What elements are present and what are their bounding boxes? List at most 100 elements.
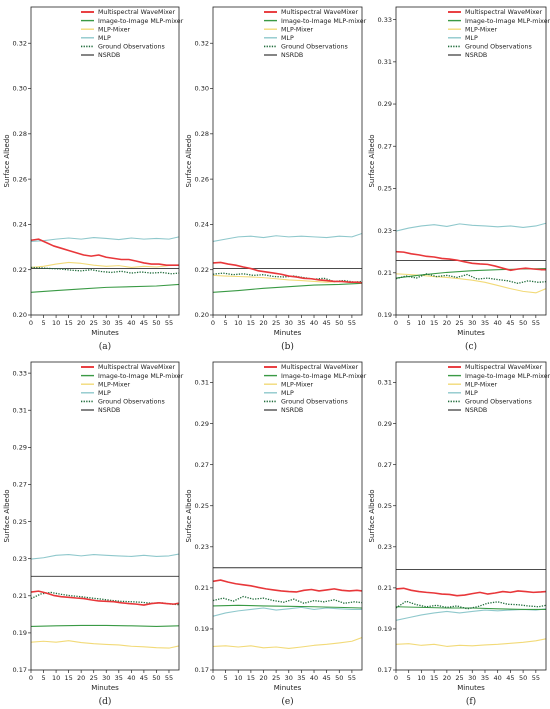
x-tick-label: 50 (335, 319, 343, 327)
x-axis-label: Minutes (457, 684, 485, 692)
x-axis-label: Minutes (274, 684, 302, 692)
series-group (396, 222, 546, 294)
y-tick-label: 0.20 (13, 311, 27, 319)
chart-panel-c: 0 5 10 15 20 25 30 35 40 45 50 55 0.19 0.21 0.23 0.25 0.… (368, 6, 550, 352)
y-tick-label: 0.24 (195, 221, 209, 229)
y-tick-label: 0.21 (378, 269, 392, 277)
y-tick-label: 0.29 (13, 444, 27, 452)
x-tick-label: 55 (165, 319, 173, 327)
x-tick-label: 20 (443, 319, 451, 327)
x-tick-label: 15 (430, 674, 438, 682)
x-tick-label: 40 (127, 319, 135, 327)
y-tick-label: 0.21 (13, 592, 27, 600)
x-tick-label: 30 (102, 674, 110, 682)
legend-label: Multispectral WaveMixer (281, 9, 359, 16)
x-tick-label: 0 (394, 319, 398, 327)
y-tick-label: 0.31 (378, 379, 392, 387)
series-line-image-to-image-mlp-mixer (396, 606, 546, 610)
legend-label: MLP (98, 390, 111, 397)
panel-caption: (d) (99, 696, 112, 707)
plot-frame (30, 6, 180, 316)
y-tick-label: 0.20 (195, 311, 209, 319)
legend: Multispectral WaveMixer Image-to-Image ML… (81, 9, 184, 59)
x-tick-label: 10 (234, 674, 242, 682)
plot-frame (212, 361, 363, 671)
x-tick-label: 0 (211, 319, 215, 327)
chart-panel-e: 0 5 10 15 20 25 30 35 40 45 50 55 0.17 0.19 0.21 0.23 0.… (185, 361, 367, 707)
x-tick-label: 25 (272, 674, 280, 682)
panel-caption: (e) (281, 696, 293, 707)
y-tick-label: 0.19 (195, 625, 209, 633)
y-tick-label: 0.28 (13, 130, 27, 138)
legend-label: MLP (465, 35, 478, 42)
x-tick-label: 20 (443, 674, 451, 682)
x-tick-label: 50 (519, 319, 527, 327)
x-tick-label: 30 (285, 319, 293, 327)
y-tick-label: 0.31 (13, 406, 27, 414)
x-tick-label: 30 (102, 319, 110, 327)
legend-label: MLP-Mixer (98, 381, 130, 388)
y-axis-label: Surface Albedo (3, 489, 11, 542)
legend: Multispectral WaveMixer Image-to-Image ML… (448, 364, 550, 414)
legend-label: Multispectral WaveMixer (465, 9, 543, 16)
series-line-mlp (213, 232, 362, 242)
series-group (213, 232, 362, 293)
panel-caption: (a) (99, 341, 111, 352)
x-tick-label: 20 (259, 319, 267, 327)
panel-caption: (b) (281, 341, 294, 352)
x-tick-label: 25 (90, 319, 98, 327)
y-tick-label: 0.19 (13, 629, 27, 637)
y-tick-label: 0.25 (195, 502, 209, 510)
legend: Multispectral WaveMixer Image-to-Image ML… (81, 364, 184, 414)
legend-label: Image-to-Image MLP-mixer (465, 18, 550, 25)
legend-label: NSRDB (465, 407, 487, 414)
y-tick-label: 0.19 (378, 625, 392, 633)
legend-label: MLP-Mixer (281, 381, 313, 388)
series-line-mlp-mixer (213, 637, 362, 649)
panel-caption: (f) (466, 696, 476, 707)
series-line-mlp-mixer (396, 638, 546, 647)
x-tick-label: 10 (52, 674, 60, 682)
series-group (31, 553, 179, 649)
x-tick-label: 45 (140, 674, 148, 682)
series-line-image-to-image-mlp-mixer (213, 282, 362, 293)
y-tick-label: 0.21 (195, 584, 209, 592)
x-tick-label: 25 (455, 319, 463, 327)
x-tick-label: 40 (494, 319, 502, 327)
x-axis-label: Minutes (457, 329, 485, 337)
y-axis-label: Surface Albedo (185, 489, 193, 542)
series-line-mlp-mixer (31, 261, 179, 268)
series-line-ground-observations (213, 595, 362, 604)
legend-label: Ground Observations (281, 44, 348, 51)
legend-label: Multispectral WaveMixer (465, 364, 543, 371)
x-tick-label: 45 (140, 319, 148, 327)
legend: Multispectral WaveMixer Image-to-Image ML… (264, 364, 367, 414)
y-tick-label: 0.33 (13, 369, 27, 377)
y-tick-label: 0.17 (378, 666, 392, 674)
series-line-mlp (31, 553, 179, 560)
x-tick-label: 25 (272, 319, 280, 327)
y-tick-label: 0.24 (13, 221, 27, 229)
x-tick-label: 50 (335, 674, 343, 682)
x-axis-label: Minutes (91, 329, 119, 337)
x-tick-label: 10 (417, 319, 425, 327)
chart-panel-d: 0 5 10 15 20 25 30 35 40 45 50 55 0.17 0.19 0.21 0.23 0.… (3, 361, 184, 707)
y-tick-label: 0.21 (378, 584, 392, 592)
y-tick-label: 0.32 (13, 39, 27, 47)
x-tick-label: 5 (407, 319, 411, 327)
x-tick-label: 35 (481, 674, 489, 682)
x-tick-label: 50 (519, 674, 527, 682)
series-line-image-to-image-mlp-mixer (213, 604, 362, 609)
y-tick-label: 0.27 (378, 142, 392, 150)
series-line-ground-observations (31, 266, 179, 275)
y-tick-label: 0.31 (195, 379, 209, 387)
x-tick-label: 15 (64, 319, 72, 327)
y-tick-label: 0.22 (13, 266, 27, 274)
legend: Multispectral WaveMixer Image-to-Image ML… (448, 9, 550, 59)
y-tick-label: 0.17 (13, 666, 27, 674)
series-line-mlp (396, 222, 546, 232)
series-line-mlp (396, 608, 546, 621)
x-axis-label: Minutes (91, 684, 119, 692)
y-tick-label: 0.27 (13, 481, 27, 489)
y-tick-label: 0.26 (13, 175, 27, 183)
